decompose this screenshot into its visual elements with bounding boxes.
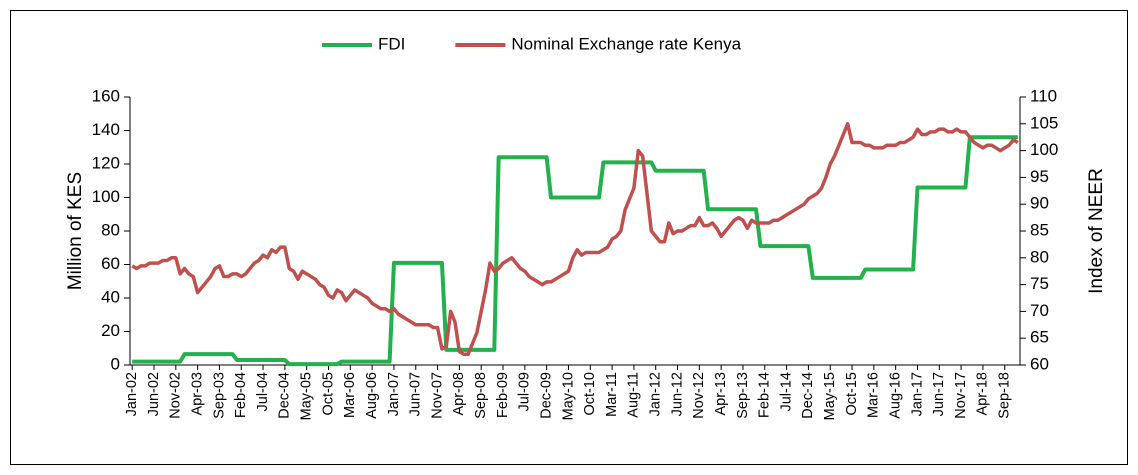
x-tick-label: Jan-07 [386,372,402,416]
x-tick-label: Apr-08 [451,372,467,416]
y-axis-title: Million of KES [65,172,86,290]
x-tick-label: Jul-09 [517,372,533,412]
x-tick-label: Nov-17 [953,372,969,419]
x-tick-label: May-10 [560,372,576,420]
x-tick-label: Mar-06 [342,372,358,418]
x-tick-label: Jun-02 [146,372,162,416]
y2-tick-label: 100 [1030,140,1058,159]
y-tick-label: 0 [111,354,120,373]
x-tick-label: Apr-13 [713,372,729,416]
x-tick-label: Sep-13 [735,372,751,419]
x-tick-label: Sep-18 [997,372,1013,419]
x-tick-label: Apr-18 [975,372,991,416]
x-tick-label: Feb-09 [495,372,511,418]
x-tick-label: Aug-16 [887,372,903,419]
y2-tick-label: 85 [1030,220,1049,239]
y-tick-label: 20 [101,321,120,340]
y2-tick-label: 80 [1030,247,1049,266]
x-tick-label: Oct-15 [844,372,860,416]
x-tick-label: Oct-10 [582,372,598,416]
x-tick-label: Jun-07 [408,372,424,416]
x-tick-label: Nov-07 [429,372,445,419]
x-tick-label: Aug-06 [364,372,380,419]
x-tick-label: Jan-17 [909,372,925,416]
x-tick-label: Jan-12 [648,372,664,416]
y2-tick-label: 65 [1030,328,1049,347]
y2-tick-label: 90 [1030,194,1049,213]
x-tick-label: Jan-02 [124,372,140,416]
x-tick-label: Jun-17 [931,372,947,416]
y2-tick-label: 95 [1030,167,1049,186]
x-tick-label: Nov-12 [691,372,707,419]
y2-tick-label: 105 [1030,113,1058,132]
series-line [132,135,1018,367]
y-tick-label: 40 [101,287,120,306]
y2-tick-label: 75 [1030,274,1049,293]
x-tick-label: Dec-09 [538,372,554,419]
y-tick-label: 140 [92,120,120,139]
x-tick-label: Jul-14 [778,372,794,412]
x-tick-label: Mar-16 [866,372,882,418]
series-line [131,122,1019,357]
legend-label: Nominal Exchange rate Kenya [511,34,741,53]
x-tick-label: Mar-11 [604,372,620,417]
x-tick-label: Jun-12 [669,372,685,416]
x-tick-label: Sep-03 [211,372,227,419]
y2-axis-title: Index of NEER [1086,168,1107,294]
y-tick-label: 100 [92,187,120,206]
x-tick-label: Dec-04 [277,372,293,419]
y-tick-label: 160 [92,86,120,105]
x-tick-label: May-05 [299,372,315,420]
x-tick-label: May-15 [822,372,838,420]
x-tick-label: Jul-04 [255,372,271,412]
y-tick-label: 80 [101,220,120,239]
x-tick-label: Feb-04 [233,372,249,418]
x-tick-label: Apr-03 [189,372,205,416]
x-tick-label: Sep-08 [473,372,489,419]
y-tick-label: 60 [101,254,120,273]
y-tick-label: 120 [92,153,120,172]
x-tick-label: Oct-05 [320,372,336,416]
y2-tick-label: 110 [1030,86,1057,105]
x-tick-label: Aug-11 [626,372,642,418]
y2-tick-label: 70 [1030,301,1049,320]
y2-tick-label: 60 [1030,354,1049,373]
legend: FDI Nominal Exchange rate Kenya [322,34,742,53]
legend-label: FDI [378,34,405,53]
x-tick-label: Feb-14 [757,372,773,418]
chart-border [10,10,1128,465]
x-tick-label: Nov-02 [168,372,184,419]
x-tick-label: Dec-14 [800,372,816,419]
